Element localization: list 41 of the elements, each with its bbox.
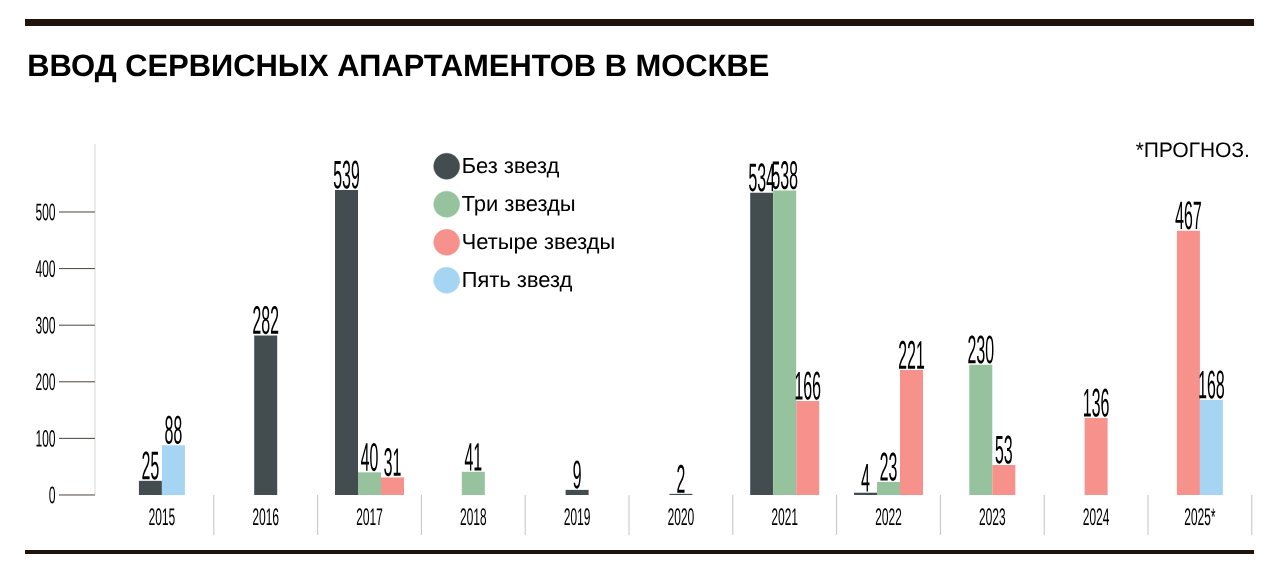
data-label: 25 [142,451,159,480]
x-tick-label: 2025* [1184,508,1216,526]
y-tick-label: 200 [36,373,56,391]
data-label: 467 [1175,201,1201,230]
data-label: 88 [165,415,182,444]
y-tick-label: 0 [49,486,56,504]
data-label: 40 [361,442,378,472]
annotation: *ПРОГНОЗ. [1136,142,1248,158]
y-tick-label: 100 [36,429,56,447]
x-tick-label: 2017 [356,508,383,526]
data-label: 230 [968,335,994,364]
data-label: 539 [333,160,360,189]
data-label: 53 [995,435,1012,464]
data-label: 2 [677,464,685,493]
data-label: 221 [899,340,925,369]
x-tick-label: 2015 [149,508,175,526]
chart-title: ВВОД СЕРВИСНЫХ АПАРТАМЕНТОВ В МОСКВЕ [29,54,769,83]
x-tick-label: 2023 [979,508,1006,526]
data-label: 168 [1199,370,1225,399]
data-label: 9 [573,460,581,489]
x-tick-label: 2021 [772,508,798,526]
x-tick-label: 2016 [253,508,279,526]
legend-label: Пять звезд [463,272,572,292]
x-tick-label: 2024 [1083,508,1110,526]
x-tick-label: 2018 [460,508,487,526]
data-label: 166 [795,371,821,400]
y-tick-label: 500 [36,203,56,221]
legend-label: Четыре звезды [463,234,614,254]
data-label: 282 [253,305,279,335]
data-label: 4 [861,464,870,492]
data-label: 41 [464,443,482,471]
data-label: 136 [1084,388,1109,417]
y-tick-label: 400 [35,260,56,278]
y-tick-label: 300 [35,316,56,334]
data-label: 23 [880,452,897,481]
x-tick-label: 2020 [668,508,694,526]
x-tick-label: 2022 [875,508,902,526]
x-tick-label: 2019 [564,508,590,526]
data-label: 31 [384,448,401,477]
legend-label: Без звезд [463,158,559,178]
legend-label: Три звезды [462,196,575,216]
